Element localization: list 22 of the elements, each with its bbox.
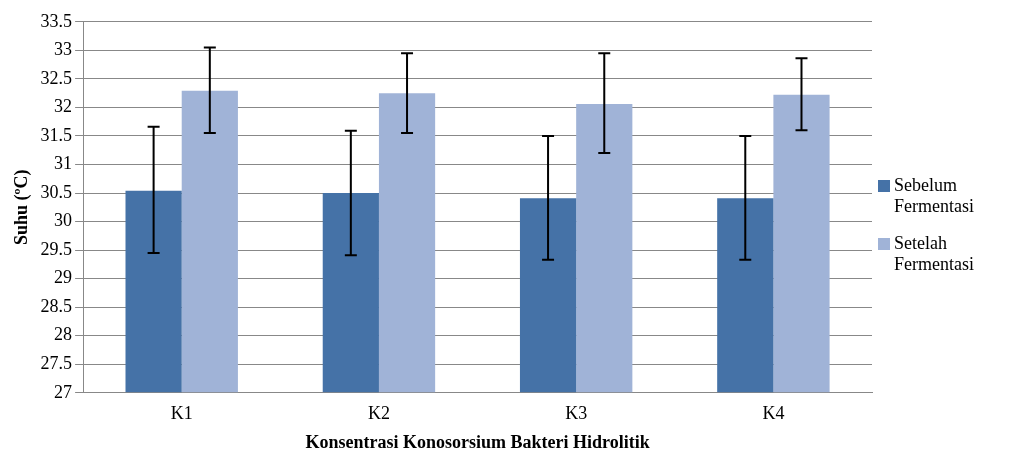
legend-label: Sebelum Fermentasi	[894, 175, 975, 217]
y-tick-label: 33	[54, 39, 73, 60]
x-tick-label: K3	[565, 403, 588, 424]
y-tick-label: 31	[54, 153, 73, 174]
y-tick-label: 29	[54, 267, 73, 288]
y-tick-label: 32.5	[40, 67, 73, 88]
y-tick-label: 32	[54, 96, 73, 117]
legend-label: Setelah Fermentasi	[894, 233, 975, 275]
y-tick-label: 31.5	[40, 124, 73, 145]
x-tick-label: K4	[762, 403, 785, 424]
y-tick-label: 29.5	[40, 238, 73, 259]
y-axis-title: Suhu (ºC)	[11, 169, 33, 246]
x-tick-label: K1	[170, 403, 193, 424]
y-tick-label: 28.5	[40, 295, 73, 316]
y-tick-label: 30.5	[40, 181, 73, 202]
y-tick-label: 27	[54, 381, 73, 402]
y-tick-label: 28	[54, 324, 73, 345]
x-axis-title: Konsentrasi Konosorsium Bakteri Hidrolitik	[305, 431, 650, 452]
x-tick-label: K2	[367, 403, 390, 424]
y-tick-label: 30	[54, 210, 73, 231]
y-tick-label: 33.5	[40, 10, 73, 31]
y-tick-label: 27.5	[40, 353, 73, 373]
